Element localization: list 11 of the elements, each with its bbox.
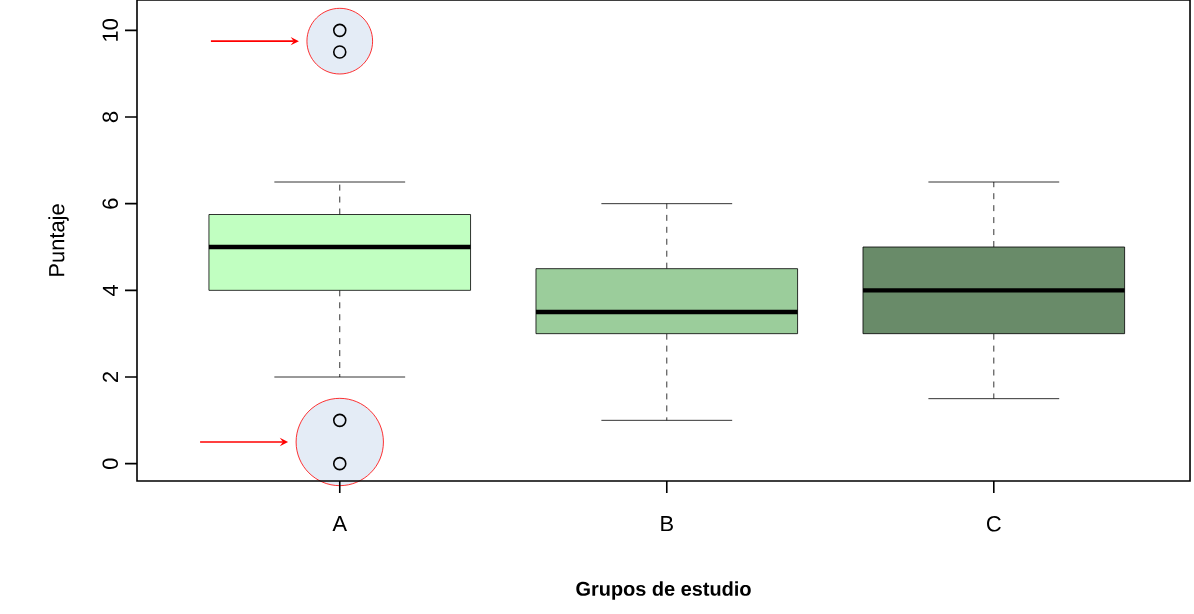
x-axis-title: Grupos de estudio [576,581,751,600]
y-tick-label: 4 [102,284,118,296]
y-axis-title: Puntaje [48,204,69,276]
y-tick-label: 6 [102,198,118,209]
y-tick-label: 2 [102,372,118,382]
x-tick-label: C [987,516,1001,532]
x-tick-label: B [661,516,673,532]
y-tick-label: 0 [102,458,118,469]
y-tick-label: 8 [102,111,118,123]
y-tick-label: 10 [102,19,118,41]
x-tick-label: A [332,516,348,532]
